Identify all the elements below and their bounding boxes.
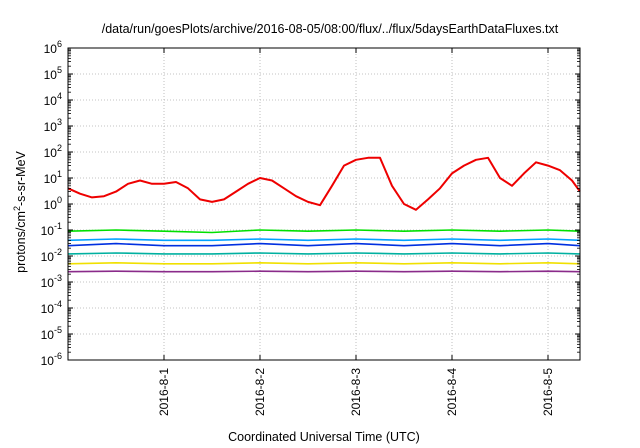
series-line	[67, 252, 581, 255]
y-tick-label: 104	[44, 91, 62, 108]
y-tick-label: 10-4	[41, 299, 62, 316]
y-tick-label: 100	[44, 195, 62, 212]
y-tick-label: 106	[44, 39, 62, 56]
x-tick-label: 2016-8-5	[541, 368, 555, 416]
y-tick-label: 10-1	[41, 221, 62, 238]
y-axis-label-pre: protons/cm	[14, 211, 29, 273]
axis-ticks: 106 105 104 103 102 101 100 10-1 10-2 10-3 10-4 10-…	[41, 39, 580, 416]
y-tick-label: 101	[44, 169, 62, 186]
y-tick-label: 10-2	[41, 247, 62, 264]
series-line	[67, 261, 581, 265]
y-axis-label-sup: 2	[11, 206, 22, 212]
series-line	[67, 270, 581, 273]
y-axis-label: protons/cm2-s-sr-MeV	[12, 151, 28, 273]
series-line	[67, 229, 581, 234]
y-tick-label: 102	[44, 143, 62, 160]
y-tick-label: 10-3	[41, 273, 62, 290]
chart-title: /data/run/goesPlots/archive/2016-08-05/0…	[101, 22, 559, 36]
y-tick-label: 103	[44, 117, 62, 134]
y-tick-label: 10-5	[41, 325, 62, 342]
series-line	[67, 156, 581, 211]
y-axis-label-post: -s-sr-MeV	[14, 151, 29, 206]
x-axis-label: Coordinated Universal Time (UTC)	[228, 430, 420, 444]
grid-lines	[68, 48, 580, 360]
series-lines	[67, 156, 581, 273]
x-tick-label: 2016-8-4	[445, 368, 459, 416]
plot-frame	[67, 47, 581, 361]
series-line	[67, 242, 581, 247]
x-tick-label: 2016-8-2	[253, 368, 267, 416]
series-line	[67, 238, 581, 242]
x-tick-label: 2016-8-1	[157, 368, 171, 416]
y-tick-label: 10-6	[41, 351, 62, 368]
x-tick-label: 2016-8-3	[349, 368, 363, 416]
y-tick-label: 105	[44, 65, 62, 82]
